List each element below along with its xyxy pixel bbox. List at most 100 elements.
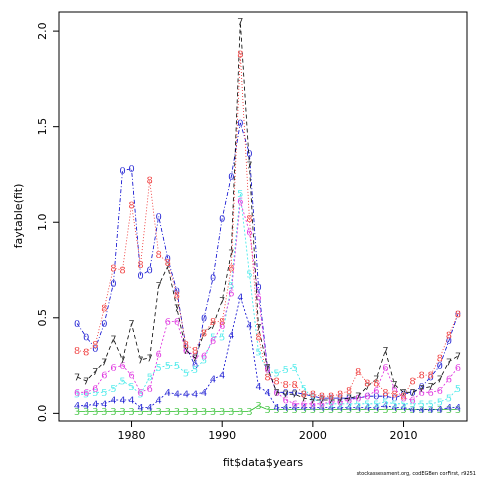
point-label: 5 <box>246 269 252 280</box>
point-label: 5 <box>83 390 89 401</box>
point-label: 5 <box>428 399 434 410</box>
point-label: 3 <box>92 407 98 418</box>
point-label: 6 <box>455 363 461 374</box>
point-label: 8 <box>391 390 397 401</box>
point-label: 8 <box>92 340 98 351</box>
point-label: 6 <box>273 388 279 399</box>
point-label: 7 <box>400 388 406 399</box>
point-label: 6 <box>137 388 143 399</box>
point-label: 8 <box>455 310 461 321</box>
point-label: 5 <box>455 384 461 395</box>
point-label: 6 <box>446 375 452 386</box>
point-label: 4 <box>428 405 434 416</box>
point-label: 3 <box>174 407 180 418</box>
point-label: 7 <box>201 329 207 340</box>
point-label: 6 <box>283 396 289 407</box>
point-label: 4 <box>437 405 443 416</box>
point-label: 7 <box>228 248 234 259</box>
point-label: 8 <box>328 392 334 403</box>
point-label: 8 <box>174 290 180 301</box>
point-label: 0 <box>183 342 189 353</box>
point-label: 7 <box>391 380 397 391</box>
point-label: 7 <box>110 334 116 345</box>
point-label: 3 <box>119 407 125 418</box>
point-label: 6 <box>373 386 379 397</box>
point-label: 7 <box>382 346 388 357</box>
point-label: 6 <box>147 384 153 395</box>
point-label: 4 <box>101 399 107 410</box>
point-label: 5 <box>382 397 388 408</box>
point-label: 5 <box>301 384 307 395</box>
point-label: 6 <box>382 363 388 374</box>
point-label: 0 <box>391 394 397 405</box>
point-label: 0 <box>455 310 461 321</box>
point-label: 7 <box>219 296 225 307</box>
point-label: 6 <box>246 227 252 238</box>
point-label: 4 <box>283 403 289 414</box>
point-label: 3 <box>319 405 325 416</box>
point-label: 4 <box>74 401 80 412</box>
point-label: 6 <box>409 396 415 407</box>
point-label: 7 <box>310 396 316 407</box>
point-label: 8 <box>137 260 143 271</box>
point-label: 4 <box>400 403 406 414</box>
point-label: 6 <box>319 399 325 410</box>
point-label: 0 <box>337 394 343 405</box>
point-label: 4 <box>255 382 261 393</box>
point-label: 3 <box>165 407 171 418</box>
point-label: 6 <box>237 197 243 208</box>
point-label: 5 <box>183 369 189 380</box>
point-label: 8 <box>273 376 279 387</box>
point-label: 5 <box>219 332 225 343</box>
point-label: 0 <box>128 164 134 175</box>
point-label: 4 <box>192 390 198 401</box>
point-label: 8 <box>228 264 234 275</box>
point-label: 6 <box>219 321 225 332</box>
point-label: 4 <box>210 375 216 386</box>
x-axis-title: fit$data$years <box>223 456 304 469</box>
point-label: 0 <box>301 390 307 401</box>
point-label: 7 <box>183 346 189 357</box>
point-label: 4 <box>346 403 352 414</box>
point-label: 8 <box>201 329 207 340</box>
point-label: 8 <box>219 317 225 328</box>
point-label: 7 <box>273 388 279 399</box>
point-label: 6 <box>255 292 261 303</box>
point-label: 3 <box>455 405 461 416</box>
point-label: 3 <box>373 405 379 416</box>
point-label: 0 <box>255 283 261 294</box>
point-label: 8 <box>246 214 252 225</box>
point-label: 4 <box>174 390 180 401</box>
point-label: 3 <box>128 407 134 418</box>
point-label: 3 <box>428 405 434 416</box>
point-label: 4 <box>83 401 89 412</box>
point-label: 8 <box>355 367 361 378</box>
point-label: 8 <box>400 392 406 403</box>
point-label: 4 <box>128 396 134 407</box>
point-label: 7 <box>83 376 89 387</box>
point-label: 4 <box>119 396 125 407</box>
point-label: 6 <box>83 388 89 399</box>
point-label: 7 <box>328 396 334 407</box>
point-label: 5 <box>400 399 406 410</box>
point-label: 0 <box>237 118 243 129</box>
point-label: 0 <box>228 172 234 183</box>
point-label: 8 <box>373 378 379 389</box>
point-label: 6 <box>428 388 434 399</box>
y-tick-label: 0.5 <box>36 309 49 327</box>
point-label: 6 <box>74 388 80 399</box>
y-tick-label: 0.0 <box>36 405 49 423</box>
point-label: 0 <box>273 388 279 399</box>
point-label: 4 <box>364 403 370 414</box>
point-label: 5 <box>228 281 234 292</box>
point-label: 3 <box>74 407 80 418</box>
point-label: 3 <box>183 407 189 418</box>
point-label: 0 <box>446 336 452 347</box>
point-label: 0 <box>219 214 225 225</box>
point-label: 4 <box>391 403 397 414</box>
point-label: 4 <box>92 399 98 410</box>
point-label: 0 <box>292 388 298 399</box>
point-label: 4 <box>373 403 379 414</box>
